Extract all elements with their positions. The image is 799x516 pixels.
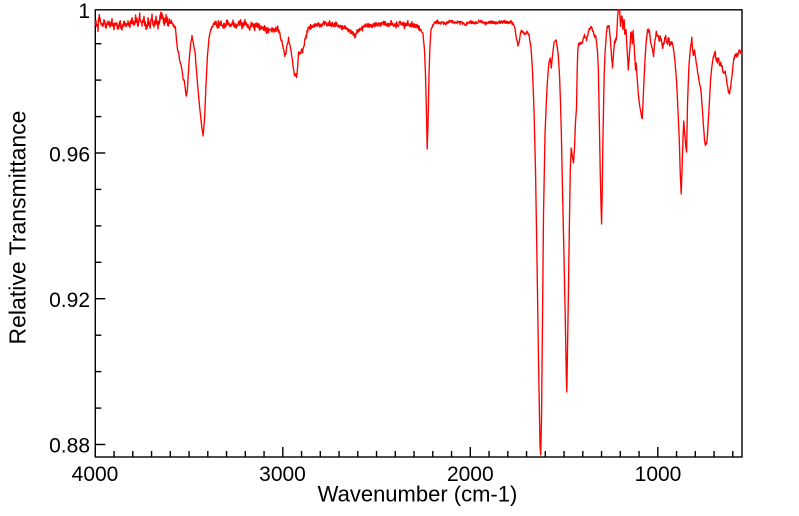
svg-text:0.88: 0.88	[49, 435, 90, 458]
svg-text:2000: 2000	[447, 463, 494, 486]
svg-text:Wavenumber (cm-1): Wavenumber (cm-1)	[318, 482, 518, 507]
svg-text:1000: 1000	[635, 463, 682, 486]
svg-text:3000: 3000	[259, 463, 306, 486]
svg-text:Relative Transmittance: Relative Transmittance	[5, 111, 31, 345]
svg-text:1: 1	[78, 0, 90, 23]
svg-text:0.96: 0.96	[49, 144, 90, 167]
svg-text:4000: 4000	[72, 463, 119, 486]
svg-text:0.92: 0.92	[49, 289, 90, 312]
